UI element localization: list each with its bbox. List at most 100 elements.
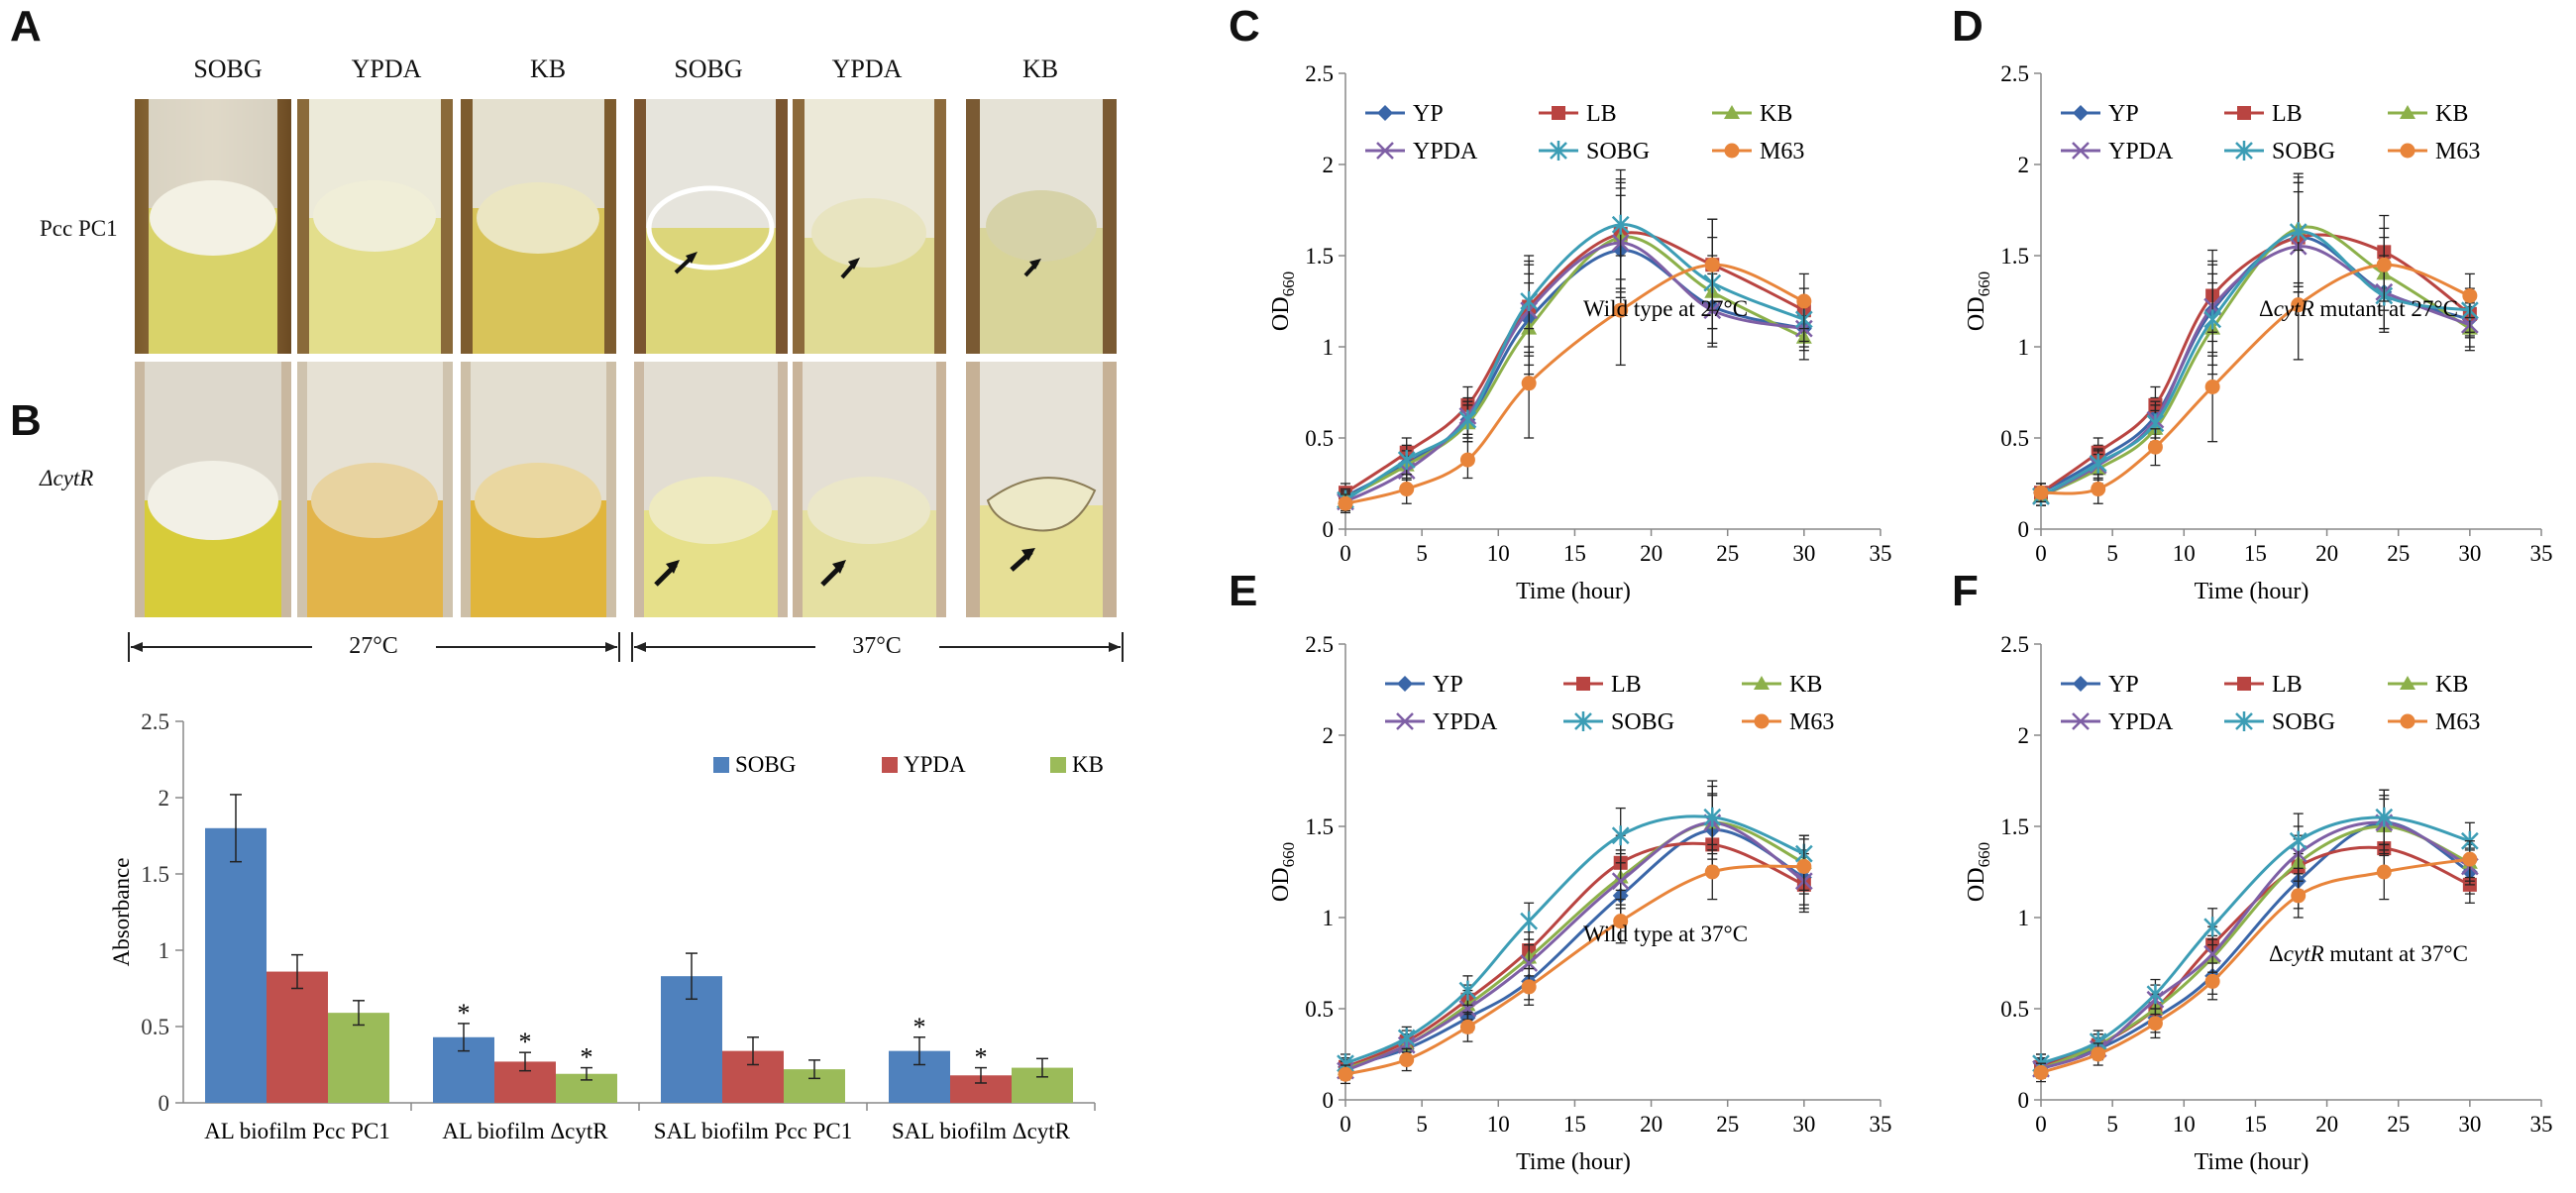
temperature-bracket-27 — [128, 632, 620, 662]
marker — [1521, 979, 1537, 995]
marker — [1724, 105, 1740, 119]
y-tick-label: 0.5 — [141, 1015, 169, 1039]
temperature-label-27: 27°C — [349, 633, 398, 659]
chart-e: 0 0.5 1 1.5 2 2.5 0 5 10 15 20 25 30 35 Time (hour) OD6… — [1229, 624, 1942, 1193]
marker — [1459, 452, 1475, 468]
legend-swatch — [1050, 757, 1066, 773]
marker — [1520, 291, 1539, 311]
x-tick-label: AL biofilm Pcc PC1 — [204, 1119, 390, 1143]
x-tick-label: 0 — [2035, 1112, 2047, 1137]
x-axis-label: Time (hour) — [1516, 1149, 1631, 1175]
marker — [2033, 1064, 2049, 1080]
marker — [1611, 214, 1630, 235]
x-tick-label: 10 — [1487, 1112, 1510, 1137]
marker — [2462, 287, 2478, 303]
marker — [2203, 309, 2222, 330]
marker — [2289, 830, 2308, 851]
marker — [2147, 439, 2163, 455]
legend-swatch — [713, 757, 729, 773]
y-tick-label: 0 — [1323, 517, 1335, 542]
x-tick-label: 15 — [1563, 541, 1586, 566]
legend-label: SOBG — [1586, 139, 1650, 164]
marker — [2235, 141, 2253, 161]
series-m63 — [2033, 840, 2478, 1083]
annotation-suffix: mutant at 27°C — [2314, 296, 2458, 321]
x-tick-label: 20 — [2315, 541, 2338, 566]
legend-label: YPDA — [904, 752, 966, 777]
legend-label: M63 — [1789, 709, 1834, 735]
chart-f: 0 0.5 1 1.5 2 2.5 0 5 10 15 20 25 30 35 Time (hour) OD6… — [1952, 624, 2576, 1193]
temperature-label-37: 37°C — [852, 633, 902, 659]
marker — [1574, 711, 1592, 731]
series-lb — [1339, 178, 1811, 503]
x-tick-label: SAL biofilm ΔcytR — [892, 1119, 1071, 1143]
x-tick-label: 25 — [2387, 541, 2410, 566]
marker — [1399, 1052, 1415, 1068]
series-sobg — [1337, 780, 1813, 1074]
y-axis-label-subscript: 660 — [1279, 271, 1298, 297]
y-axis-label: OD660 — [1268, 271, 1298, 331]
x-axis-label: Time (hour) — [2195, 1149, 2309, 1175]
marker — [1754, 713, 1770, 729]
x-tick-label: 10 — [2173, 541, 2196, 566]
y-axis-label: Absorbance — [109, 858, 134, 967]
y-tick-label: 2.5 — [1305, 61, 1334, 86]
marker — [1397, 676, 1413, 692]
series-m63 — [1338, 218, 1812, 514]
x-tick-label: 25 — [1716, 1112, 1739, 1137]
series-kb — [2033, 798, 2478, 1079]
series-m63 — [1338, 838, 1812, 1085]
marker — [2237, 677, 2251, 691]
marker — [1550, 141, 1567, 161]
bar — [267, 971, 328, 1103]
marker — [1796, 293, 1812, 309]
x-tick-label: 0 — [1340, 1112, 1351, 1137]
x-axis-label: Time (hour) — [1516, 579, 1631, 604]
marker — [1376, 142, 1394, 160]
column-label-ypda-27: YPDA — [351, 54, 422, 83]
annotation-gene: cytR — [2274, 296, 2314, 321]
panel-label-f: F — [1952, 567, 1979, 615]
marker — [2073, 105, 2089, 121]
photo-pcc-kb-27 — [461, 99, 616, 354]
marker — [1703, 807, 1722, 827]
panel-label-a: A — [10, 2, 42, 51]
x-tick-label: 20 — [1640, 541, 1663, 566]
legend-label: YP — [2108, 672, 2139, 698]
panel-label-c: C — [1229, 2, 1260, 51]
chart-annotation: ΔcytR mutant at 27°C — [2259, 296, 2458, 321]
series-sobg — [1337, 168, 1813, 510]
marker — [1396, 712, 1414, 730]
y-tick-label: 2 — [159, 786, 170, 811]
column-label-ypda-37: YPDA — [831, 54, 903, 83]
marker — [1611, 825, 1630, 846]
annotation-prefix: Δ — [2259, 296, 2274, 321]
y-tick-label: 2.5 — [141, 709, 169, 734]
y-tick-label: 2.5 — [2000, 632, 2029, 657]
x-tick-label: 10 — [2173, 1112, 2196, 1137]
marker — [1338, 1066, 1353, 1082]
series-line — [1344, 864, 1804, 1076]
y-tick-label: 0 — [159, 1091, 170, 1116]
marker — [2237, 106, 2251, 120]
y-tick-label: 0.5 — [2000, 426, 2029, 451]
y-axis-label-subscript: 660 — [1279, 842, 1298, 868]
marker — [2291, 888, 2307, 904]
legend-label: M63 — [2435, 139, 2480, 164]
legend-label: KB — [2435, 101, 2468, 127]
x-tick-label: 30 — [1792, 1112, 1815, 1137]
marker — [2089, 453, 2107, 474]
marker — [2289, 222, 2308, 243]
marker — [1704, 864, 1720, 880]
legend-label: LB — [1611, 672, 1642, 698]
x-tick-label: 0 — [1340, 541, 1351, 566]
marker — [1552, 106, 1565, 120]
y-axis-label: OD660 — [1268, 842, 1298, 902]
x-tick-label: SAL biofilm Pcc PC1 — [654, 1119, 852, 1143]
chart-d: 0 0.5 1 1.5 2 2.5 0 5 10 15 20 25 30 35 Time (hour) OD6… — [1952, 50, 2576, 654]
bar — [328, 1013, 389, 1103]
y-tick-label: 1 — [159, 938, 170, 963]
marker — [1399, 482, 1415, 497]
y-tick-label: 1.5 — [141, 862, 169, 887]
marker — [2033, 485, 2049, 500]
